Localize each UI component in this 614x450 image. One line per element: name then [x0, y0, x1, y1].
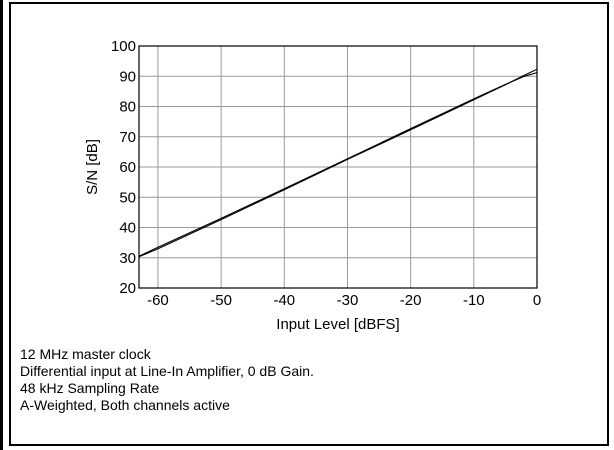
x-tick-label: -50	[210, 292, 232, 309]
y-tick-label: 20	[119, 280, 136, 297]
y-tick-label: 100	[111, 38, 136, 55]
sn-vs-input-level-chart: -60 -50 -40 -30 -20 -10 0 2030405060708090100 …	[84, 38, 541, 333]
y-tick-label: 30	[119, 250, 136, 267]
y-tick-label: 50	[119, 189, 136, 206]
note-line: 12 MHz master clock	[20, 346, 151, 362]
note-line: A-Weighted, Both channels active	[20, 397, 230, 413]
x-axis-label: Input Level [dBFS]	[276, 316, 399, 333]
data-series	[138, 68, 538, 258]
y-tick-label: 90	[119, 68, 136, 85]
grid-lines	[139, 45, 538, 289]
y-tick-labels: 20 30 40 50 60 70 80 90 100	[111, 38, 136, 297]
y-tick-label: 40	[119, 220, 136, 237]
figure-frame	[9, 2, 609, 446]
note-line: 48 kHz Sampling Rate	[20, 380, 160, 396]
left-border-bar	[0, 0, 3, 450]
x-tick-label: -40	[273, 292, 295, 309]
x-tick-label: -60	[147, 292, 169, 309]
x-tick-labels: -60 -50 -40 -30 -20 -10 0	[147, 292, 541, 309]
series-line	[138, 68, 538, 258]
y-axis-label: S/N [dB]	[84, 139, 101, 195]
note-line: Differential input at Line-In Amplifier,…	[20, 363, 314, 379]
y-tick-label: 60	[119, 159, 136, 176]
y-tick-label: 70	[119, 129, 136, 146]
x-tick-label: 0	[533, 292, 541, 309]
chart-notes: 12 MHz master clock Differential input a…	[20, 346, 314, 414]
plot-area-border	[138, 45, 538, 289]
x-tick-label: -20	[400, 292, 422, 309]
x-tick-label: -10	[463, 292, 485, 309]
y-tick-label: 80	[119, 99, 136, 116]
x-tick-label: -30	[337, 292, 359, 309]
